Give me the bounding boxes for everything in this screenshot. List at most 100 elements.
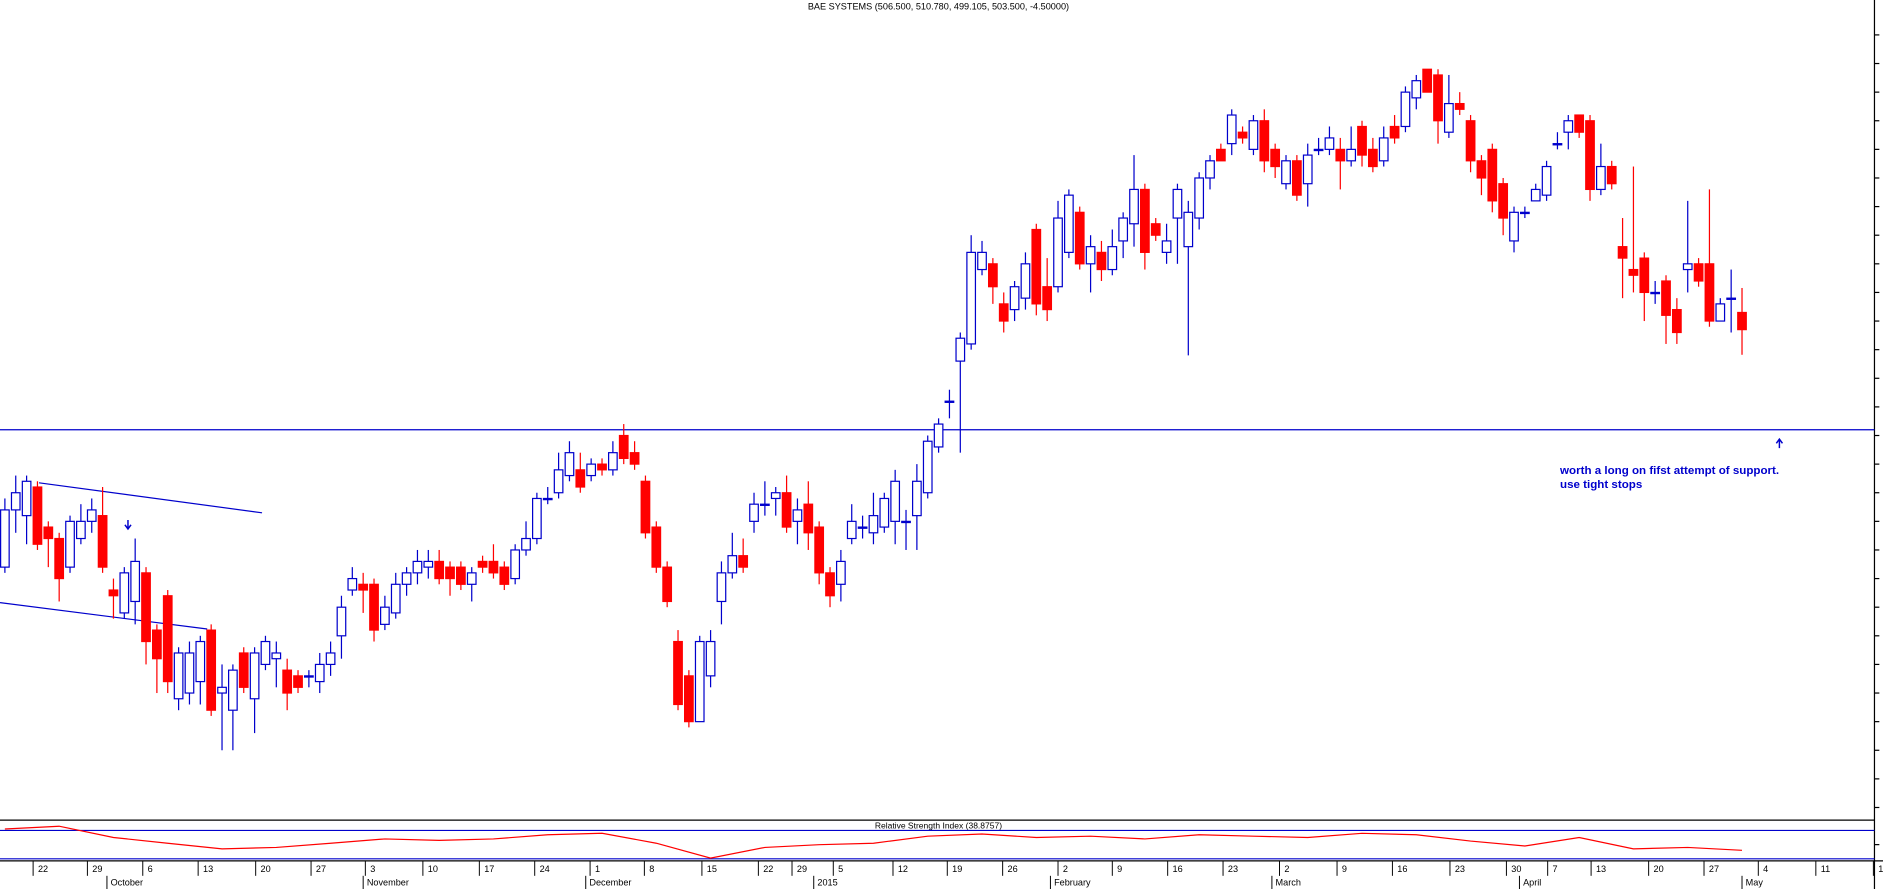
chart-title: BAE SYSTEMS (506.500, 510.780, 499.105, … xyxy=(808,2,1069,12)
candle-body xyxy=(879,497,890,528)
candle-body xyxy=(662,566,673,603)
candle-body xyxy=(1259,120,1270,162)
candle-body xyxy=(684,675,694,723)
x-tick-label: 30 xyxy=(1511,864,1521,874)
candle-body xyxy=(54,537,65,580)
candle-body xyxy=(1031,228,1042,305)
candle-body xyxy=(1346,148,1357,162)
annotation: use tight stops xyxy=(1560,479,1642,491)
candle-body xyxy=(1194,177,1205,219)
candle-body xyxy=(553,469,564,494)
candle-body xyxy=(1074,211,1085,265)
candle-body xyxy=(445,566,455,580)
month-label: November xyxy=(367,877,409,887)
x-tick-label: 13 xyxy=(203,864,213,874)
candle-body xyxy=(564,452,575,477)
candle-body xyxy=(130,560,141,603)
candle-body xyxy=(32,486,43,545)
candle-body xyxy=(911,480,922,517)
candle-body xyxy=(738,555,749,568)
candle-body xyxy=(759,503,770,506)
candle-body xyxy=(1465,120,1476,162)
candle-body xyxy=(238,652,249,688)
candle-body xyxy=(119,572,130,614)
candle-body xyxy=(1063,194,1074,253)
channel-line xyxy=(38,482,263,514)
candle-body xyxy=(1530,188,1541,202)
x-tick-label: 10 xyxy=(428,864,438,874)
candle-body xyxy=(694,640,705,723)
x-tick-label: 23 xyxy=(1228,864,1238,874)
month-label: 2015 xyxy=(817,877,837,887)
candle-body xyxy=(575,469,586,488)
candle-body xyxy=(1552,143,1563,146)
candle-body xyxy=(249,652,260,700)
x-tick-label: 9 xyxy=(1117,864,1122,874)
candle-body xyxy=(1563,120,1574,133)
x-tick-label: 26 xyxy=(1008,864,1018,874)
x-tick-label: 12 xyxy=(898,864,908,874)
rsi-line xyxy=(4,825,1743,859)
candle-body xyxy=(488,560,499,574)
candle-body xyxy=(141,572,151,643)
x-tick-label: 20 xyxy=(261,864,271,874)
candle-body xyxy=(195,640,206,683)
candle-body xyxy=(966,251,977,345)
candle-body xyxy=(1248,120,1259,150)
candle-body xyxy=(868,515,879,534)
candle-body xyxy=(10,492,21,511)
candle-body xyxy=(390,583,401,614)
candle-body xyxy=(901,520,911,524)
x-tick-label: 2 xyxy=(1284,864,1289,874)
candle-body xyxy=(325,652,336,666)
candle-body xyxy=(1487,148,1498,202)
candle-body xyxy=(1020,263,1031,299)
candle-body xyxy=(456,566,466,585)
annotation: worth a long on fifst attempt of support… xyxy=(1559,465,1779,477)
x-tick-label: 15 xyxy=(707,864,717,874)
candle-body xyxy=(108,589,119,597)
candle-body xyxy=(651,526,662,568)
candle-body xyxy=(217,686,227,694)
candle-body xyxy=(1205,160,1215,179)
candle-body xyxy=(618,434,629,459)
candle-body xyxy=(1053,217,1063,288)
candle-body xyxy=(1574,114,1585,133)
candle-body xyxy=(1671,309,1682,334)
candle-body xyxy=(521,537,531,551)
candle-body xyxy=(933,423,944,448)
rsi-title: Relative Strength Index (38.8757) xyxy=(875,820,1002,830)
candle-body xyxy=(727,555,738,574)
x-tick-label: 13 xyxy=(1596,864,1606,874)
candle-body xyxy=(97,515,108,568)
candle-body xyxy=(162,595,173,683)
candle-body xyxy=(271,652,282,660)
candle-body xyxy=(466,572,477,585)
candle-body xyxy=(1172,188,1183,219)
x-tick-label: 4 xyxy=(1763,864,1768,874)
candle-body xyxy=(597,463,607,471)
candle-body xyxy=(423,560,434,568)
candle-body xyxy=(825,572,835,597)
x-tick-label: 29 xyxy=(92,864,102,874)
arrow xyxy=(124,519,132,531)
candle-body xyxy=(336,606,347,637)
candle-body xyxy=(1650,291,1661,295)
candle-body xyxy=(944,400,955,403)
candle-body xyxy=(1519,211,1530,215)
candle-body xyxy=(1606,165,1617,185)
candle-body xyxy=(152,629,162,660)
candle-body xyxy=(1367,148,1378,168)
channel-line xyxy=(0,602,208,630)
x-tick-label: 9 xyxy=(1342,864,1347,874)
candle-body xyxy=(1118,217,1129,242)
candle-body xyxy=(781,492,792,528)
candle-body xyxy=(1107,246,1118,271)
x-tick-label: 29 xyxy=(797,864,807,874)
candle-body xyxy=(846,520,857,540)
candle-body xyxy=(1498,183,1509,219)
candle-body xyxy=(21,480,32,517)
candle-body xyxy=(890,480,901,522)
candle-body xyxy=(835,560,846,585)
candle-body xyxy=(0,509,10,568)
